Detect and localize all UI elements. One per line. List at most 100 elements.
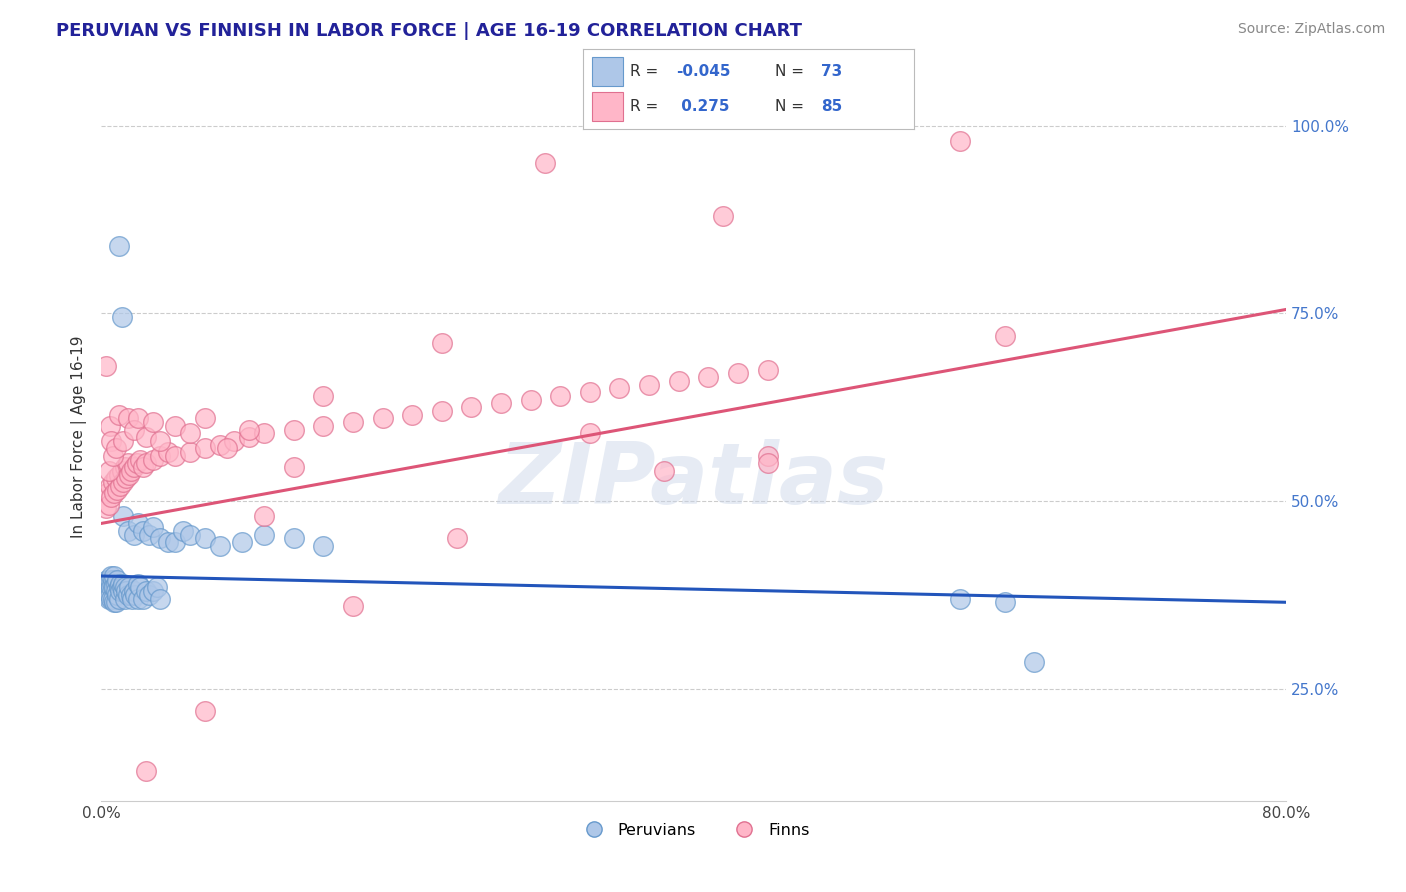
- Point: [224, 434, 246, 448]
- Text: ZIPatlas: ZIPatlas: [498, 439, 889, 523]
- Point: [122, 423, 145, 437]
- Point: [283, 460, 305, 475]
- Point: [110, 584, 132, 599]
- Point: [238, 423, 260, 437]
- Point: [117, 524, 139, 538]
- Point: [253, 508, 276, 523]
- Point: [135, 456, 157, 470]
- Point: [312, 539, 335, 553]
- Point: [179, 527, 201, 541]
- Point: [97, 591, 120, 606]
- Point: [111, 580, 134, 594]
- Point: [131, 460, 153, 475]
- Point: [727, 366, 749, 380]
- Point: [104, 442, 127, 456]
- Point: [98, 576, 121, 591]
- Point: [94, 584, 117, 599]
- Point: [108, 238, 131, 252]
- Text: -0.045: -0.045: [676, 64, 731, 79]
- Point: [149, 449, 172, 463]
- Point: [107, 573, 129, 587]
- Point: [609, 381, 631, 395]
- Text: R =: R =: [630, 64, 662, 79]
- Point: [138, 527, 160, 541]
- Point: [94, 359, 117, 373]
- Point: [312, 389, 335, 403]
- Point: [949, 134, 972, 148]
- Point: [101, 475, 124, 490]
- Bar: [592, 57, 623, 86]
- Point: [142, 584, 165, 599]
- Point: [489, 396, 512, 410]
- Point: [108, 580, 131, 594]
- Point: [142, 452, 165, 467]
- Point: [117, 456, 139, 470]
- Point: [96, 486, 118, 500]
- Text: 0.275: 0.275: [676, 99, 730, 114]
- Point: [149, 434, 172, 448]
- Point: [128, 580, 150, 594]
- Point: [238, 430, 260, 444]
- Point: [215, 442, 238, 456]
- Point: [108, 591, 131, 606]
- Bar: [592, 93, 623, 121]
- Point: [208, 539, 231, 553]
- Legend: Peruvians, Finns: Peruvians, Finns: [571, 816, 815, 844]
- Text: N =: N =: [775, 99, 808, 114]
- Point: [122, 584, 145, 599]
- Point: [93, 580, 115, 594]
- Point: [194, 411, 217, 425]
- Point: [98, 573, 121, 587]
- Point: [342, 599, 364, 613]
- Point: [131, 591, 153, 606]
- Text: Source: ZipAtlas.com: Source: ZipAtlas.com: [1237, 22, 1385, 37]
- Point: [117, 411, 139, 425]
- Point: [135, 764, 157, 779]
- Point: [652, 464, 675, 478]
- Point: [97, 573, 120, 587]
- Point: [579, 385, 602, 400]
- Point: [756, 362, 779, 376]
- Point: [101, 449, 124, 463]
- Point: [98, 479, 121, 493]
- Point: [100, 434, 122, 448]
- Point: [101, 591, 124, 606]
- Point: [579, 426, 602, 441]
- Point: [179, 426, 201, 441]
- Point: [135, 584, 157, 599]
- Point: [98, 418, 121, 433]
- Point: [638, 377, 661, 392]
- Point: [401, 408, 423, 422]
- Point: [98, 588, 121, 602]
- Point: [114, 580, 136, 594]
- Point: [460, 400, 482, 414]
- Point: [118, 580, 141, 594]
- Point: [534, 156, 557, 170]
- Point: [156, 445, 179, 459]
- Point: [120, 464, 142, 478]
- Point: [430, 336, 453, 351]
- Point: [97, 464, 120, 478]
- Point: [125, 456, 148, 470]
- Point: [112, 576, 135, 591]
- Point: [711, 209, 734, 223]
- Point: [100, 569, 122, 583]
- Point: [253, 527, 276, 541]
- Point: [165, 535, 187, 549]
- Point: [120, 588, 142, 602]
- Point: [165, 449, 187, 463]
- Point: [253, 426, 276, 441]
- Point: [519, 392, 541, 407]
- Text: 73: 73: [821, 64, 842, 79]
- Point: [114, 460, 136, 475]
- Point: [548, 389, 571, 403]
- Point: [107, 588, 129, 602]
- Point: [127, 576, 149, 591]
- Point: [135, 430, 157, 444]
- Point: [179, 445, 201, 459]
- Point: [104, 576, 127, 591]
- Point: [122, 460, 145, 475]
- Point: [97, 498, 120, 512]
- Point: [231, 535, 253, 549]
- Point: [142, 520, 165, 534]
